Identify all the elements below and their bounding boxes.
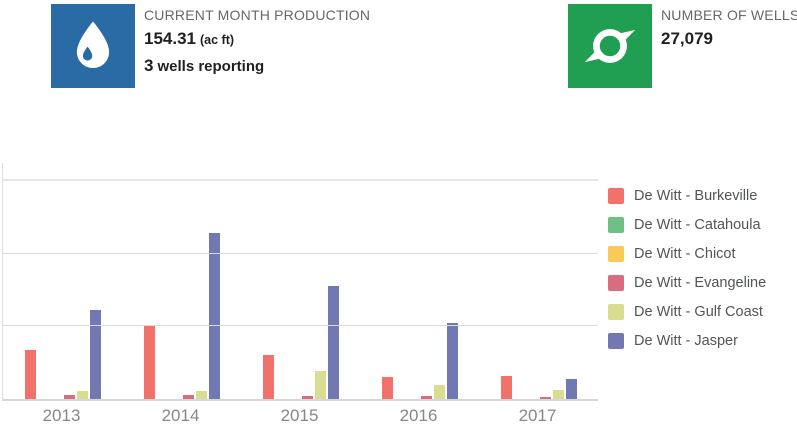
bar[interactable] [381,377,393,399]
legend-swatch [608,246,624,262]
bar-groups [3,163,598,399]
legend-label: De Witt - Chicot [634,246,736,262]
legend-swatch [608,188,624,204]
legend-swatch [608,275,624,291]
kpi-value-row: 27,079 [661,28,797,50]
kpi-unit: (ac ft) [200,33,235,47]
bar[interactable] [182,395,194,399]
x-axis-label: 2017 [518,406,557,425]
bar[interactable] [89,309,101,399]
bar[interactable] [314,371,326,399]
bar-group-2014 [122,163,241,399]
kpi-card-number-of-wells: NUMBER OF WELLS 27,079 [568,4,797,88]
legend-swatch [608,333,624,349]
legend-item[interactable]: De Witt - Evangeline [608,275,766,291]
bar[interactable] [539,396,551,399]
legend-item[interactable]: De Witt - Chicot [608,246,766,262]
bar[interactable] [24,350,36,399]
kpi-value: 154.31 [144,29,196,48]
x-axis-label: 2013 [42,406,81,425]
bar-group-2016 [360,163,479,399]
cyclone-icon [568,4,652,88]
legend-item[interactable]: De Witt - Jasper [608,333,766,349]
bar[interactable] [63,395,75,399]
bar[interactable] [500,375,512,399]
kpi-value: 27,079 [661,29,713,48]
bar-group-2015 [241,163,360,399]
legend-label: De Witt - Jasper [634,333,738,349]
bar[interactable] [195,391,207,399]
legend-label: De Witt - Burkeville [634,188,758,204]
legend-label: De Witt - Catahoula [634,217,761,233]
legend-label: De Witt - Gulf Coast [634,304,763,320]
water-drop-icon [51,4,135,88]
x-axis-label: 2014 [161,406,200,425]
bar[interactable] [208,232,220,399]
bar[interactable] [446,322,458,399]
bar[interactable] [143,325,155,399]
kpi-card-current-month-production: CURRENT MONTH PRODUCTION 154.31 (ac ft) 3… [51,4,370,88]
legend-swatch [608,304,624,320]
kpi-value-row: 154.31 (ac ft) [144,28,370,51]
bar[interactable] [262,354,274,399]
bar[interactable] [420,396,432,399]
bar[interactable] [552,390,564,399]
kpi-sub-value: 3 [144,56,154,75]
legend-swatch [608,217,624,233]
legend-label: De Witt - Evangeline [634,275,767,291]
kpi-label: CURRENT MONTH PRODUCTION [144,7,371,23]
bar-group-2017 [479,163,598,399]
bar-chart-plot [2,163,598,401]
chart-legend: De Witt - Burkeville De Witt - Catahoula D… [608,188,766,362]
x-axis-labels: 2013 2014 2015 2016 2017 [2,406,597,426]
legend-item[interactable]: De Witt - Gulf Coast [608,304,766,320]
grid-line [3,179,598,181]
bar[interactable] [301,396,313,399]
kpi-sub-label: wells reporting [157,58,265,75]
bar[interactable] [565,379,577,399]
legend-item[interactable]: De Witt - Catahoula [608,217,766,233]
x-axis-label: 2016 [399,406,438,425]
kpi-label: NUMBER OF WELLS [661,7,797,23]
grid-line [3,325,598,326]
bar[interactable] [433,384,445,399]
bar[interactable] [327,286,339,399]
bar[interactable] [76,391,88,399]
grid-line [3,253,598,254]
x-axis-label: 2015 [280,406,319,425]
kpi-sub-row: 3 wells reporting [144,55,370,77]
legend-item[interactable]: De Witt - Burkeville [608,188,766,204]
bar-group-2013 [3,163,122,399]
